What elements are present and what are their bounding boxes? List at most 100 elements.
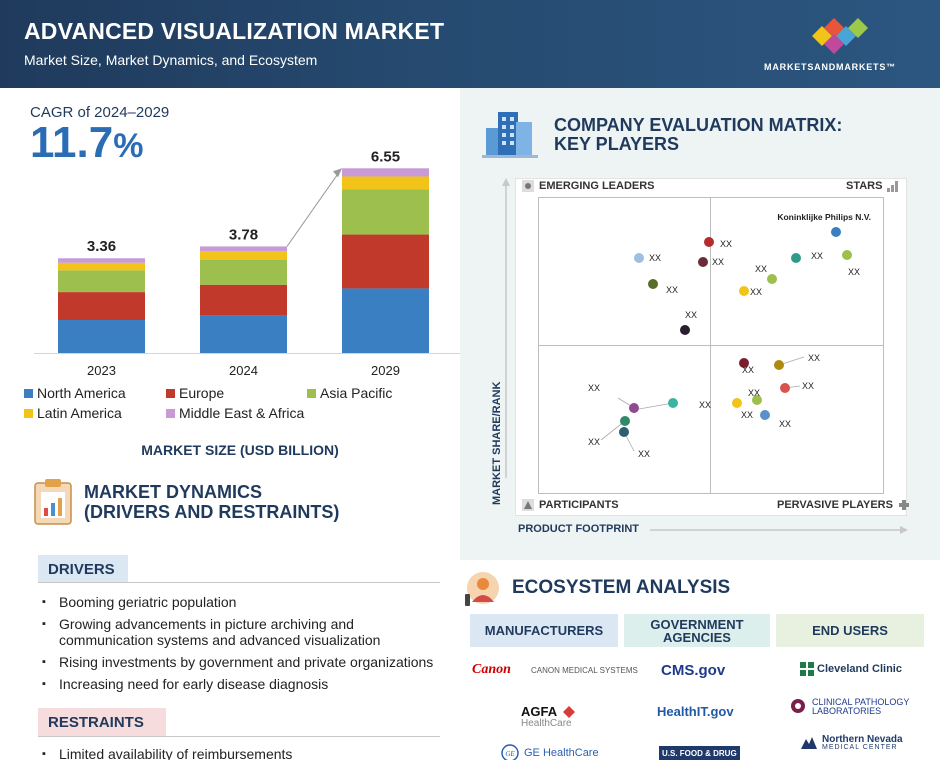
legend-item-north-america: North America [24, 385, 126, 401]
company-point[interactable] [739, 358, 749, 368]
logo-cpl-line2: LABORATORIES [812, 706, 882, 716]
dynamics-title-line2: (DRIVERS AND RESTRAINTS) [84, 502, 340, 522]
legend-item-latin-america: Latin America [24, 405, 122, 421]
chart-legend: North America Europe Asia Pacific Latin … [24, 385, 444, 429]
drivers-tab: DRIVERS [38, 555, 128, 583]
matrix-points: Koninklijke Philips N.V. XX XX XX XX XX XX XX XX… [588, 212, 871, 459]
company-point[interactable] [752, 395, 762, 405]
company-label: XX [588, 437, 600, 447]
company-label: XX [712, 257, 724, 267]
bar-segment-latin-america-2029 [342, 176, 429, 190]
bar-segment-europe-2024 [200, 284, 287, 316]
leader-line [600, 420, 626, 441]
list-item: Limited availability of reimbursements [42, 746, 442, 760]
company-point[interactable] [780, 383, 790, 393]
page-subtitle: Market Size, Market Dynamics, and Ecosys… [24, 52, 318, 68]
participants-icon [522, 499, 534, 511]
company-label: XX [588, 383, 600, 393]
company-point[interactable] [739, 286, 749, 296]
company-label-philips: Koninklijke Philips N.V. [777, 212, 871, 222]
page-title: ADVANCED VISUALIZATION MARKET [24, 18, 445, 44]
company-point[interactable] [760, 410, 770, 420]
bar-segment-latin-america-2023 [58, 262, 145, 271]
company-point[interactable] [698, 257, 708, 267]
company-point[interactable] [791, 253, 801, 263]
quadrant-label: PERVASIVE PLAYERS [777, 499, 893, 511]
bar-segment-north-america-2024 [200, 315, 287, 353]
company-point[interactable] [629, 403, 639, 413]
legend-item-europe: Europe [166, 385, 224, 401]
bar-segment-middle-east-africa-2024 [200, 246, 287, 252]
growth-arrowhead [333, 168, 342, 178]
company-point[interactable] [619, 427, 629, 437]
quadrant-label: STARS [846, 180, 883, 192]
chart-caption: MARKET SIZE (USD BILLION) [141, 442, 339, 458]
cagr-value: 11.7% [30, 118, 143, 168]
column-header-government-agencies: GOVERNMENT AGENCIES [624, 614, 770, 647]
matrix-title-line2: KEY PLAYERS [554, 134, 680, 154]
brand-logo[interactable]: MARKETSANDMARKETS™ [750, 16, 910, 76]
logo-ge-healthcare: GE HealthCare [524, 747, 599, 759]
company-point[interactable] [634, 253, 644, 263]
legend-item-asia-pacific: Asia Pacific [307, 385, 392, 401]
legend-swatch [166, 388, 175, 398]
legend-label: Asia Pacific [320, 385, 393, 401]
legend-label: Latin America [37, 405, 122, 421]
stars-icon [887, 181, 899, 192]
company-label: XX [848, 267, 860, 277]
ecosystem-title: ECOSYSTEM ANALYSIS [512, 577, 731, 598]
legend-swatch [24, 408, 33, 418]
ecosystem-person-icon [465, 572, 499, 606]
agfa-rhombus-icon [563, 706, 575, 718]
legend-swatch [166, 408, 175, 418]
logo-fda: U.S. FOOD & DRUG [659, 746, 740, 760]
company-point[interactable] [774, 360, 784, 370]
bar-segment-middle-east-africa-2023 [58, 258, 145, 263]
legend-label: Europe [179, 385, 225, 401]
company-point[interactable] [767, 274, 777, 284]
bar-total-label: 3.36 [87, 238, 116, 255]
company-point[interactable] [620, 416, 630, 426]
company-point[interactable] [648, 279, 658, 289]
company-point[interactable] [842, 250, 852, 260]
x-axis-arrow [650, 526, 908, 534]
bar-segment-middle-east-africa-2029 [342, 168, 429, 177]
clipboard-chart-icon [34, 479, 72, 525]
company-point[interactable] [831, 227, 841, 237]
cpl-icon [791, 699, 805, 713]
company-point[interactable] [668, 398, 678, 408]
company-point[interactable] [732, 398, 742, 408]
legend-swatch [307, 388, 316, 398]
brand-diamonds-icon [812, 18, 868, 54]
column-header-end-users: END USERS [776, 614, 924, 647]
company-label: XX [699, 400, 711, 410]
quadrant-stars: STARS [846, 179, 904, 193]
header-banner: ADVANCED VISUALIZATION MARKET Market Siz… [0, 0, 940, 88]
svg-text:GE: GE [505, 750, 515, 758]
growth-arrow [286, 172, 340, 247]
company-label: XX [779, 419, 791, 429]
cagr-number: 11.7 [30, 118, 114, 167]
company-point[interactable] [704, 237, 714, 247]
company-label: XX [802, 381, 814, 391]
logo-agfa: AGFA [521, 704, 558, 719]
logo-canon-medical: CANON MEDICAL SYSTEMS [531, 666, 638, 675]
bar-total-label: 6.55 [371, 148, 400, 165]
leader-line [638, 402, 674, 410]
logo-northern-nevada: Northern Nevada [822, 734, 903, 745]
cagr-unit: % [113, 127, 144, 165]
bar-segment-europe-2023 [58, 292, 145, 321]
restraints-list: Limited availability of reimbursements [42, 746, 442, 760]
bar-segment-europe-2029 [342, 234, 429, 289]
company-label: XX [742, 365, 754, 375]
cagr-label: CAGR of 2024–2029 [30, 104, 170, 121]
northern-nevada-icon [801, 737, 817, 749]
company-point[interactable] [680, 325, 690, 335]
dynamics-title: MARKET DYNAMICS (DRIVERS AND RESTRAINTS) [84, 482, 339, 522]
x-tick-label: 2023 [87, 363, 116, 378]
logo-cleveland-clinic: Cleveland Clinic [817, 663, 902, 675]
brand-name: MARKETSANDMARKETS™ [764, 62, 896, 72]
dynamics-title-line1: MARKET DYNAMICS [84, 482, 262, 502]
logo-northern-nevada-sub: MEDICAL CENTER [822, 744, 898, 751]
x-tick-label: 2024 [229, 363, 258, 378]
